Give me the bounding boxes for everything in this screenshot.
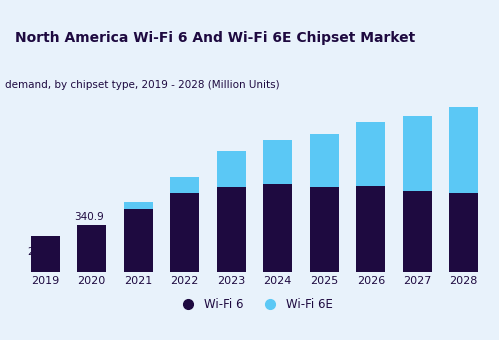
- Bar: [310, 187, 339, 272]
- Bar: [356, 186, 385, 272]
- Bar: [170, 177, 199, 193]
- Bar: [310, 134, 339, 187]
- Bar: [403, 191, 432, 272]
- Bar: [263, 140, 292, 184]
- Text: North America Wi-Fi 6 And Wi-Fi 6E Chipset Market: North America Wi-Fi 6 And Wi-Fi 6E Chips…: [15, 31, 415, 46]
- Bar: [170, 193, 199, 272]
- Legend: Wi-Fi 6, Wi-Fi 6E: Wi-Fi 6, Wi-Fi 6E: [171, 293, 338, 316]
- Bar: [31, 236, 59, 272]
- Bar: [450, 193, 478, 272]
- Bar: [263, 184, 292, 272]
- Bar: [450, 107, 478, 193]
- Text: 223.0: 223.0: [27, 247, 57, 257]
- Bar: [356, 122, 385, 186]
- Text: demand, by chipset type, 2019 - 2028 (Million Units): demand, by chipset type, 2019 - 2028 (Mi…: [5, 80, 280, 90]
- Bar: [124, 202, 153, 209]
- Bar: [217, 151, 246, 187]
- Bar: [217, 187, 246, 272]
- Bar: [77, 225, 106, 272]
- Bar: [124, 209, 153, 272]
- Bar: [403, 116, 432, 191]
- Text: 340.9: 340.9: [74, 212, 104, 222]
